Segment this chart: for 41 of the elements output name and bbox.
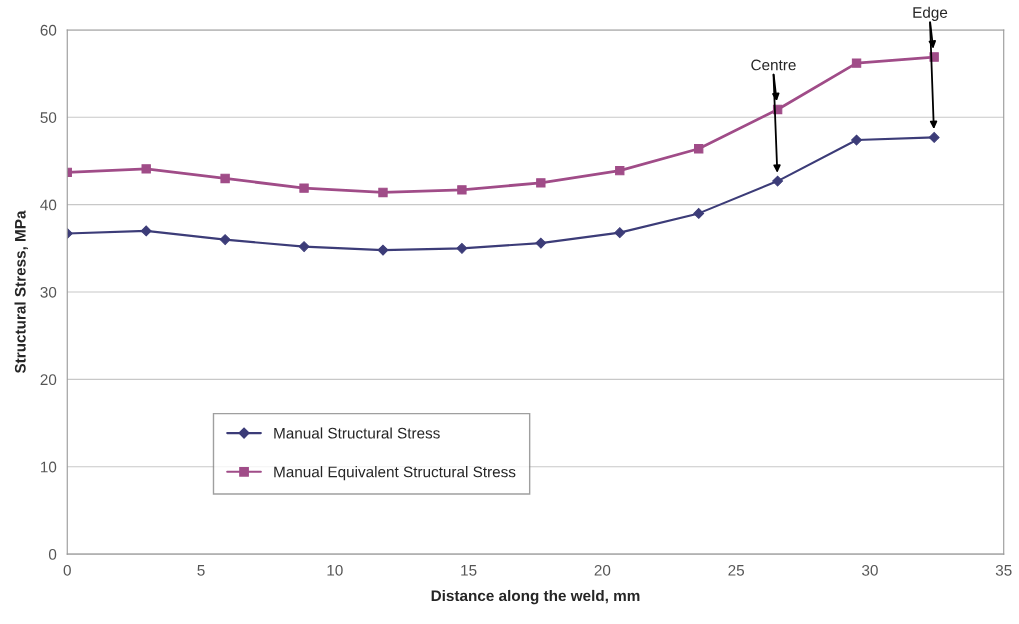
point [693,207,705,219]
point [694,144,704,154]
point [141,164,151,174]
y-tick-label: 0 [48,548,57,560]
x-tick-label: 10 [327,564,343,576]
point [615,165,625,176]
point [772,175,784,187]
point [614,227,626,239]
x-tick-label: 0 [63,564,71,576]
point [456,242,468,254]
y-tick-label: 30 [40,286,57,298]
point [535,237,547,249]
point [299,183,309,193]
annotation: Edge [913,6,948,21]
point [851,58,862,68]
x-axis-title: Distance along the weld, mm [431,589,640,605]
y-axis-title: Structural Stress, MPa [14,210,28,374]
y-tick-label: 20 [40,374,57,386]
y-tick-label: 50 [40,112,57,123]
point [220,173,230,184]
x-tick-label: 20 [594,564,611,576]
legend-label: Manual Equivalent Structural Stress [274,466,516,481]
point [851,134,862,146]
point [378,187,388,198]
x-tick-label: 30 [862,564,878,576]
point [457,185,467,195]
point [928,131,940,143]
point [377,244,389,256]
annotation: Centre [751,59,796,71]
x-tick-label: 15 [461,565,477,576]
x-tick-label: 5 [197,565,205,576]
point [140,225,152,237]
point [219,234,231,246]
point [536,178,546,188]
y-tick-label: 10 [41,461,57,473]
y-tick-label: 40 [40,199,57,211]
x-tick-label: 35 [995,564,1012,576]
y-tick-label: 60 [40,24,57,36]
point [298,241,310,253]
legend-label: Manual Structural Stress [274,427,440,439]
x-tick-label: 25 [728,564,745,576]
